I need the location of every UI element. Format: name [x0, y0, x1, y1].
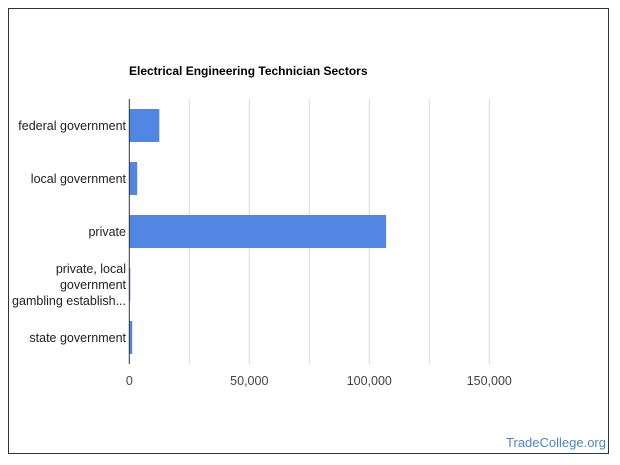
bar	[129, 109, 160, 142]
watermark-link[interactable]: TradeCollege.org	[506, 435, 606, 450]
category-label: gambling establish...	[12, 294, 126, 308]
category-label: government	[60, 278, 127, 292]
category-label: local government	[31, 172, 127, 186]
category-label: federal government	[18, 119, 126, 133]
bar	[129, 162, 138, 195]
chart-title: Electrical Engineering Technician Sector…	[129, 64, 368, 78]
category-label: private	[88, 225, 126, 239]
bar	[129, 321, 133, 354]
x-tick-label: 100,000	[347, 374, 392, 388]
x-tick-label: 150,000	[467, 374, 512, 388]
bar	[129, 215, 387, 248]
x-tick-label: 50,000	[230, 374, 268, 388]
category-label: state government	[29, 331, 126, 345]
chart-frame	[8, 8, 609, 454]
x-tick-label: 0	[126, 374, 133, 388]
category-label: private, local	[56, 262, 126, 276]
